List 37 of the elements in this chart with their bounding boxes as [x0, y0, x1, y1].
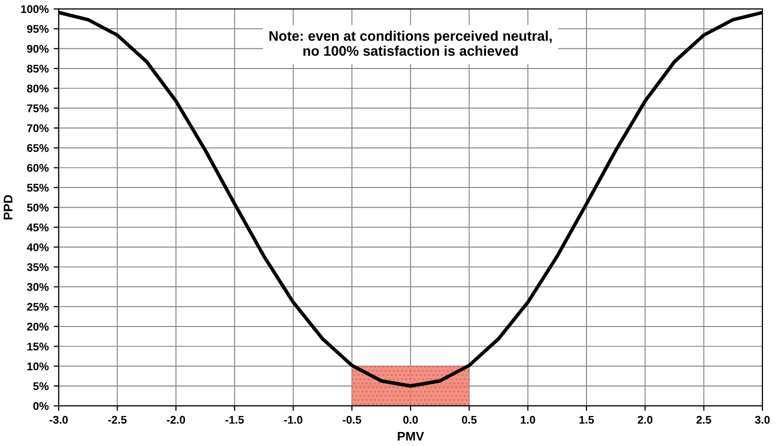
- annotation: Note: even at conditions perceived neutral, no 100% satisfaction is achieved: [269, 30, 552, 56]
- y-tick-label: 45%: [26, 224, 49, 232]
- x-axis-title: PMV: [398, 432, 424, 441]
- y-tick-label: 5%: [33, 382, 49, 390]
- y-tick-label: 30%: [26, 283, 49, 291]
- x-tick-label: 1.0: [520, 416, 536, 424]
- x-tick-label: -2.0: [166, 416, 186, 424]
- x-tick-label: 2.0: [638, 416, 652, 424]
- y-tick-label: 15%: [27, 342, 49, 350]
- y-tick-label: 80%: [27, 84, 49, 92]
- x-tick-label: 3.0: [754, 416, 770, 424]
- y-tick-label: 40%: [26, 243, 49, 252]
- y-tick-label: 70%: [27, 124, 49, 132]
- x-tick-label: 0.5: [462, 416, 477, 424]
- y-tick-label: 85%: [27, 64, 49, 73]
- y-tick-label: 55%: [27, 184, 49, 192]
- y-tick-label: 50%: [27, 204, 49, 212]
- x-tick-label: -3.0: [50, 416, 68, 424]
- x-tick-label: 2.5: [696, 416, 712, 424]
- y-tick-label: 75%: [27, 104, 49, 112]
- y-axis-title: PPD: [4, 195, 12, 220]
- y-tick-label: 0%: [33, 402, 49, 410]
- y-tick-label: 35%: [26, 263, 49, 272]
- y-tick-label: 20%: [27, 322, 49, 331]
- x-tick-label: 0.0: [403, 416, 418, 424]
- x-tick-label: -1.0: [284, 416, 302, 424]
- y-tick-label: 65%: [27, 144, 49, 152]
- y-tick-label: 90%: [27, 44, 49, 53]
- x-tick-label: -2.5: [108, 416, 127, 424]
- y-tick-label: 25%: [27, 302, 49, 311]
- y-tick-label: 60%: [27, 164, 49, 172]
- x-tick-label: 1.5: [579, 416, 594, 424]
- x-tick-label: -0.5: [342, 416, 362, 424]
- y-tick-label: 100%: [21, 5, 49, 14]
- y-tick-label: 10%: [27, 362, 49, 370]
- y-tick-label: 95%: [27, 25, 49, 33]
- x-tick-label: -1.5: [225, 416, 244, 424]
